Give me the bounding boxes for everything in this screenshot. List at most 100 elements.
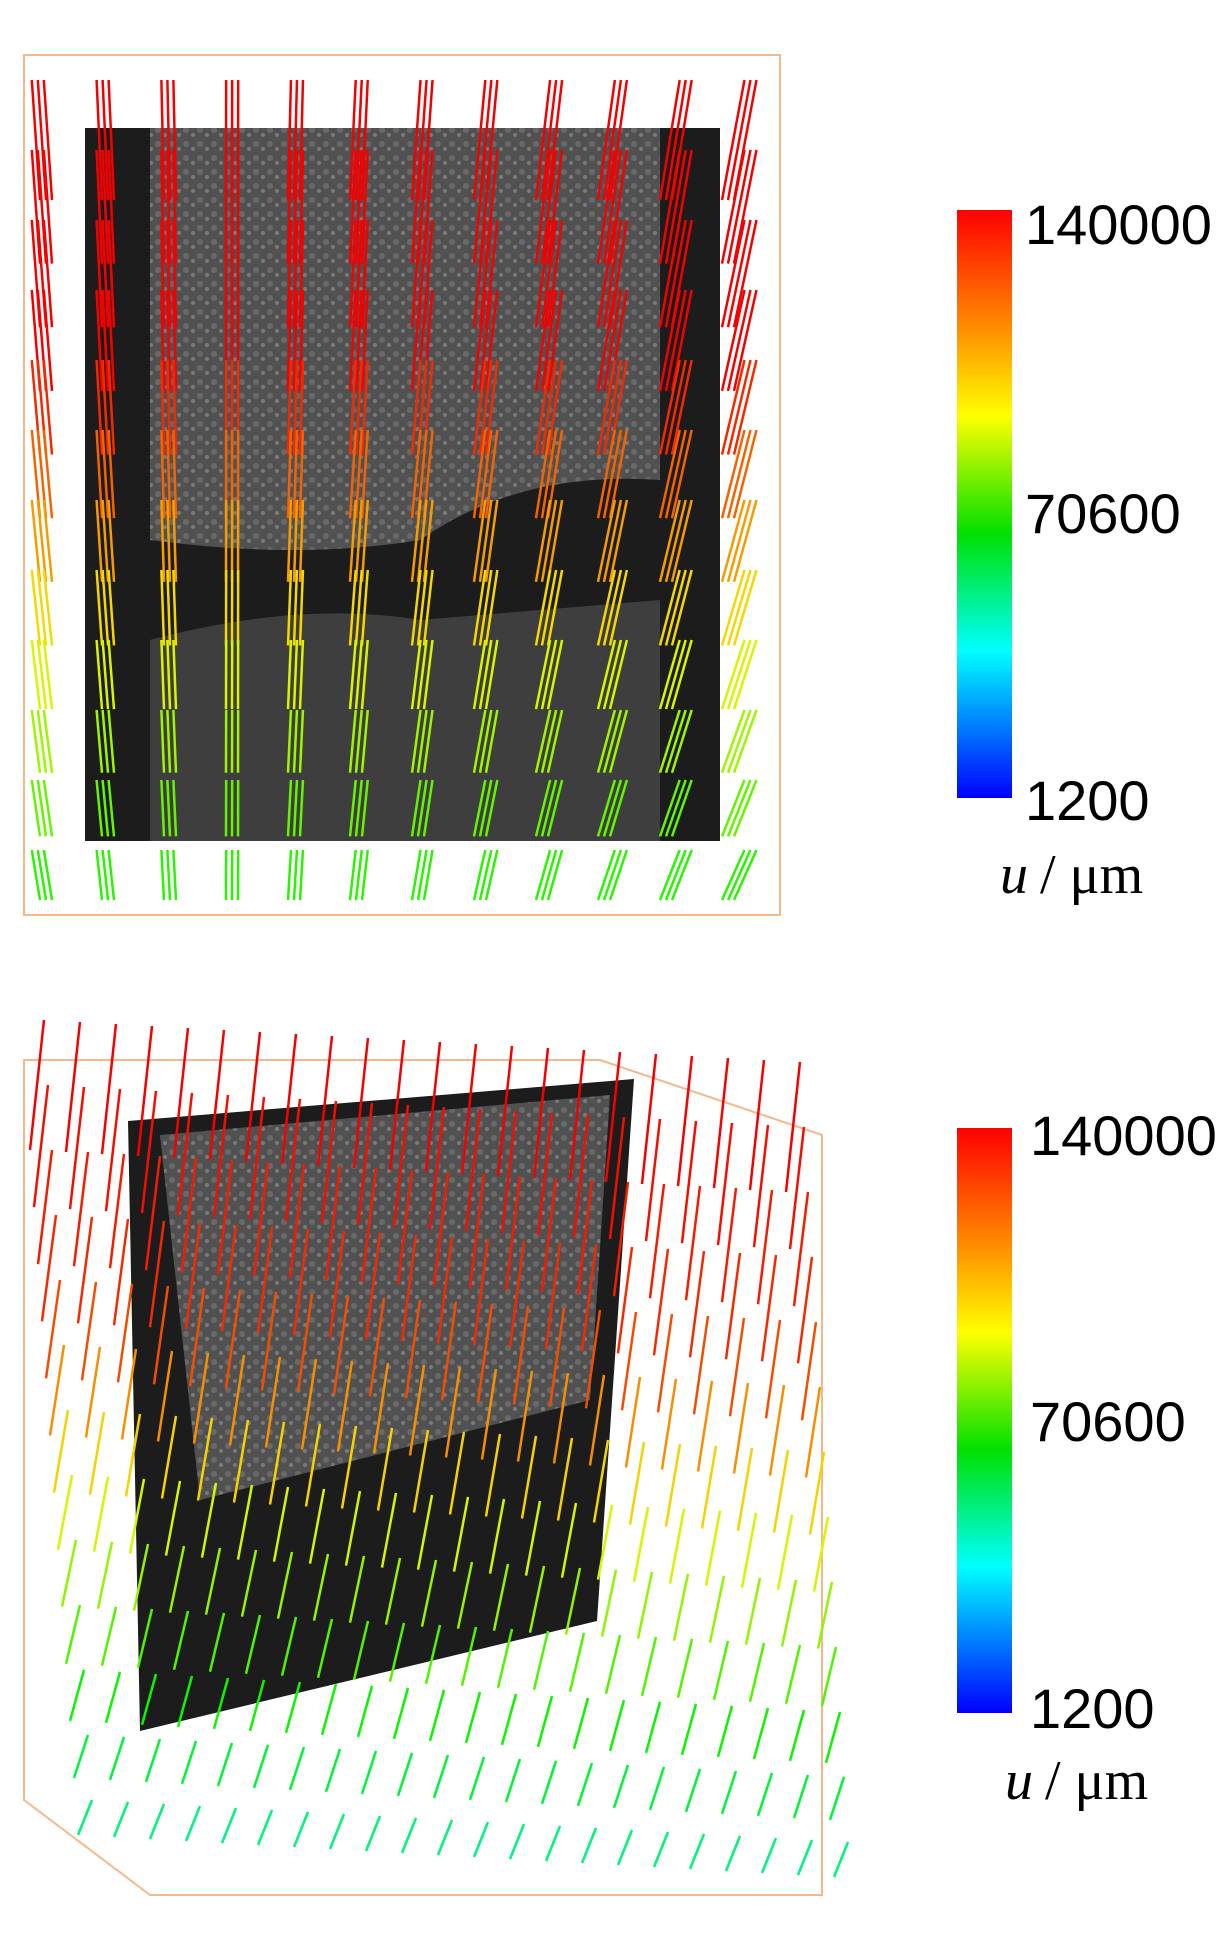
vector-arrow (38, 1150, 52, 1264)
vector-arrow (666, 1444, 680, 1527)
vector-arrow (750, 1643, 764, 1702)
vector-arrow (762, 1255, 776, 1361)
vector-arrow (602, 1570, 616, 1637)
vector-arrow (578, 1763, 592, 1806)
vector-arrow (798, 1840, 812, 1875)
colorbar-unit: / μm (1045, 1750, 1148, 1812)
colorbar (957, 210, 1012, 798)
vector-arrow (826, 1712, 840, 1763)
vector-arrow (730, 1318, 744, 1416)
vector-arrow (742, 1513, 756, 1588)
vector-arrow (754, 1708, 768, 1759)
vector-arrow (658, 1314, 672, 1412)
vector-arrow (574, 1698, 588, 1749)
vector-arrow (362, 850, 368, 900)
vector-arrow (682, 1704, 696, 1755)
vector-arrow (746, 1578, 760, 1645)
vector-arrow (654, 1832, 668, 1867)
vector-arrow (670, 1509, 684, 1584)
vector-arrow (474, 1822, 488, 1857)
vector-arrow (698, 1381, 712, 1471)
vector-arrow (86, 1347, 100, 1437)
vector-arrow (326, 1749, 340, 1792)
vector-arrow (722, 500, 744, 582)
vector-arrow (546, 1826, 560, 1861)
vector-arrow (722, 1771, 736, 1814)
vector-arrow (728, 780, 750, 836)
vector-arrow (146, 1739, 160, 1782)
vector-arrow (722, 850, 744, 900)
vector-arrow (66, 1605, 80, 1664)
vector-arrow (167, 850, 170, 900)
colorbar-max: 140000 (1025, 193, 1212, 256)
vector-arrow (570, 1633, 584, 1692)
vector-arrow (182, 1741, 196, 1784)
colorbar-min: 1200 (1030, 1677, 1155, 1740)
vector-arrow (758, 1773, 772, 1816)
vector-arrow (582, 1828, 596, 1863)
vector-arrow (186, 1806, 200, 1841)
vector-arrow (510, 1824, 524, 1859)
colorbar-min: 1200 (1025, 769, 1150, 832)
vector-arrow (766, 1320, 780, 1418)
vector-arrow (118, 1284, 132, 1382)
vector-arrow (728, 570, 750, 645)
vector-arrow (42, 1215, 56, 1321)
vector-arrow (728, 850, 750, 900)
vector-arrow (350, 850, 356, 900)
vector-arrow (802, 1322, 816, 1420)
vector-arrow (222, 1808, 236, 1843)
vector-arrow (70, 1670, 84, 1721)
colorbar-mid: 70600 (1025, 482, 1181, 545)
vector-arrow (78, 1800, 92, 1835)
vector-arrow (97, 850, 102, 900)
vector-arrow (398, 1753, 412, 1796)
vector-arrow (734, 1383, 748, 1473)
vector-arrow (434, 1755, 448, 1798)
vector-arrow (694, 1316, 708, 1414)
vector-arrow (722, 640, 744, 709)
vector-arrow (806, 1387, 820, 1477)
vector-arrow (542, 1761, 556, 1804)
vector-arrow (726, 1253, 740, 1359)
vector-arrow (678, 1639, 692, 1698)
colorbar-var: u (1005, 1750, 1033, 1812)
vector-arrow (654, 1249, 668, 1355)
vector-arrow (430, 1690, 444, 1741)
vector-arrow (634, 1507, 648, 1582)
vector-arrow (161, 850, 164, 900)
vector-arrow (114, 1219, 128, 1325)
vector-arrow (722, 1188, 736, 1302)
vector-arrow (646, 1702, 660, 1753)
vector-arrow (734, 640, 756, 709)
vector-arrow (538, 1696, 552, 1747)
vector-arrow (702, 1446, 716, 1529)
vector-arrow (690, 1834, 704, 1869)
vector-arrow (534, 1631, 548, 1690)
vector-arrow (758, 1190, 772, 1304)
vector-arrow (734, 780, 756, 836)
vector-arrow (734, 710, 756, 773)
vector-arrow (366, 1816, 380, 1851)
vector-arrow (290, 1747, 304, 1790)
vector-arrow (778, 1515, 792, 1590)
vector-arrow (630, 1442, 644, 1525)
vector-arrow (734, 850, 756, 900)
vector-arrow (110, 1737, 124, 1780)
vector-arrow (610, 1700, 624, 1751)
vector-arrow (173, 850, 176, 900)
vector-arrow (650, 1767, 664, 1810)
vector-arrow (618, 1830, 632, 1865)
vector-arrow (728, 500, 750, 582)
vector-arrow (322, 1684, 336, 1735)
vector-arrow (358, 1686, 372, 1737)
vector-arrow (46, 1280, 60, 1378)
vector-arrow (90, 1412, 104, 1495)
vector-arrow (786, 1645, 800, 1704)
colorbar (957, 1128, 1012, 1713)
top-panel: 140000 70600 1200 u / μm (24, 55, 1212, 915)
vector-arrow (106, 1672, 120, 1723)
vector-arrow (794, 1775, 808, 1818)
vector-arrow (486, 850, 497, 900)
